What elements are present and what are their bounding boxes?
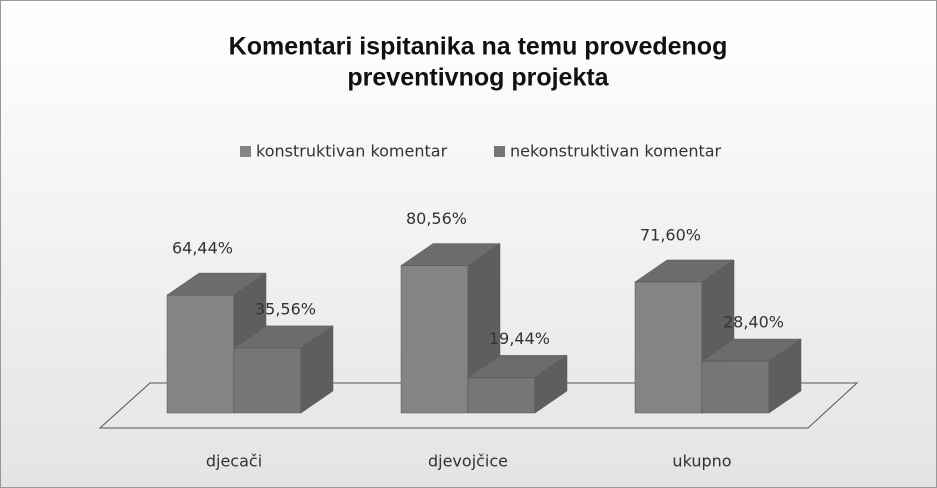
legend-marker [494,146,505,157]
x-tick-label: ukupno [672,452,731,471]
legend-label: nekonstruktivan komentar [510,142,722,161]
data-label: 28,40% [723,313,784,332]
legend-marker [240,146,251,157]
bar-top [701,338,802,362]
bar-top [166,272,267,296]
bar [701,360,770,414]
bar-top [400,243,501,266]
bar [166,294,235,414]
data-label: 19,44% [489,329,550,348]
bar-top [634,259,735,283]
bar [233,347,302,414]
x-tick-label: djecači [206,452,262,471]
chart-title: preventivnog projekta [347,64,609,92]
bar [467,377,536,414]
floor [98,382,859,429]
legend-label: konstruktivan komentar [256,142,448,161]
bar-top [467,355,568,378]
data-label: 35,56% [255,299,316,318]
chart-title: Komentari ispitanika na temu provedenog [229,33,728,61]
data-label: 80,56% [406,209,467,228]
x-tick-label: djevojčice [428,452,508,471]
bar [400,265,469,414]
bar-top [233,325,334,349]
bar [634,281,703,414]
data-label: 71,60% [640,225,701,244]
data-label: 64,44% [172,239,233,258]
